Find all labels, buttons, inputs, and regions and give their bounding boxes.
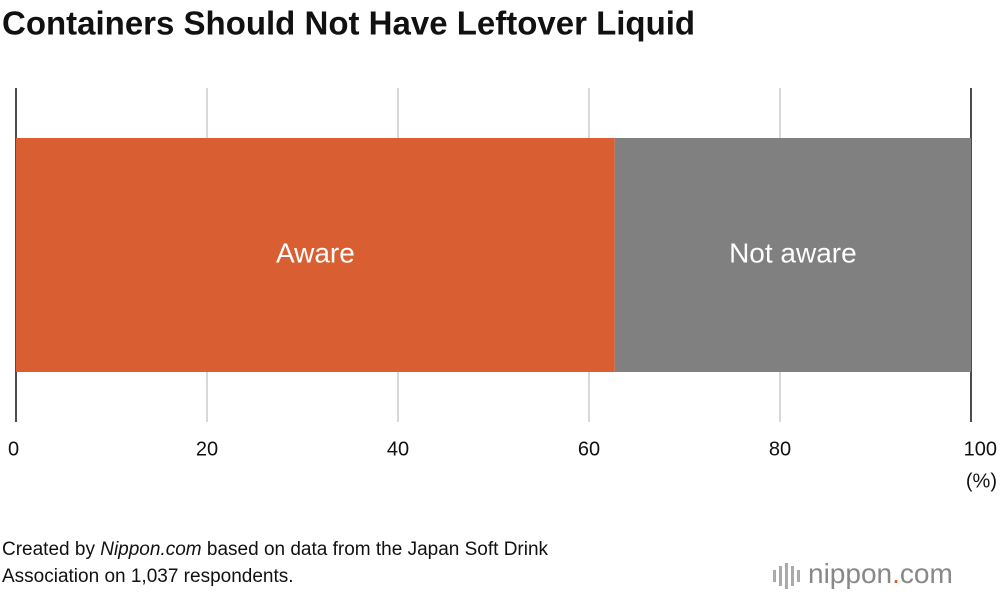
source-note: Association on 1,037 respondents. [2, 566, 294, 587]
chart-title: Containers Should Not Have Leftover Liqu… [2, 5, 695, 42]
x-unit: (%) [966, 470, 997, 492]
source-text: Association on 1,037 respondents. [2, 566, 294, 587]
source-text: based on data from the Japan Soft Drink [202, 539, 549, 560]
logo-text: nippon [808, 558, 892, 589]
logo-text: . [892, 558, 900, 589]
segment-label: Not aware [729, 237, 857, 268]
logo-icon [773, 563, 800, 589]
bar-segment [16, 138, 615, 372]
logo: nippon.com [808, 558, 953, 589]
x-tick-label: 80 [769, 438, 791, 460]
x-tick-label: 60 [578, 438, 600, 460]
bar-segment [614, 138, 971, 372]
source-text: Created by [2, 539, 100, 560]
source-note: Created by Nippon.com based on data from… [2, 539, 549, 560]
x-tick-label: 0 [8, 438, 19, 460]
segment-label: Aware [276, 237, 355, 268]
logo-text: com [900, 558, 953, 589]
x-tick-label: 40 [387, 438, 409, 460]
x-tick-label: 20 [196, 438, 218, 460]
source-text: Nippon.com [100, 539, 201, 560]
x-tick-label: 100 [964, 438, 997, 460]
